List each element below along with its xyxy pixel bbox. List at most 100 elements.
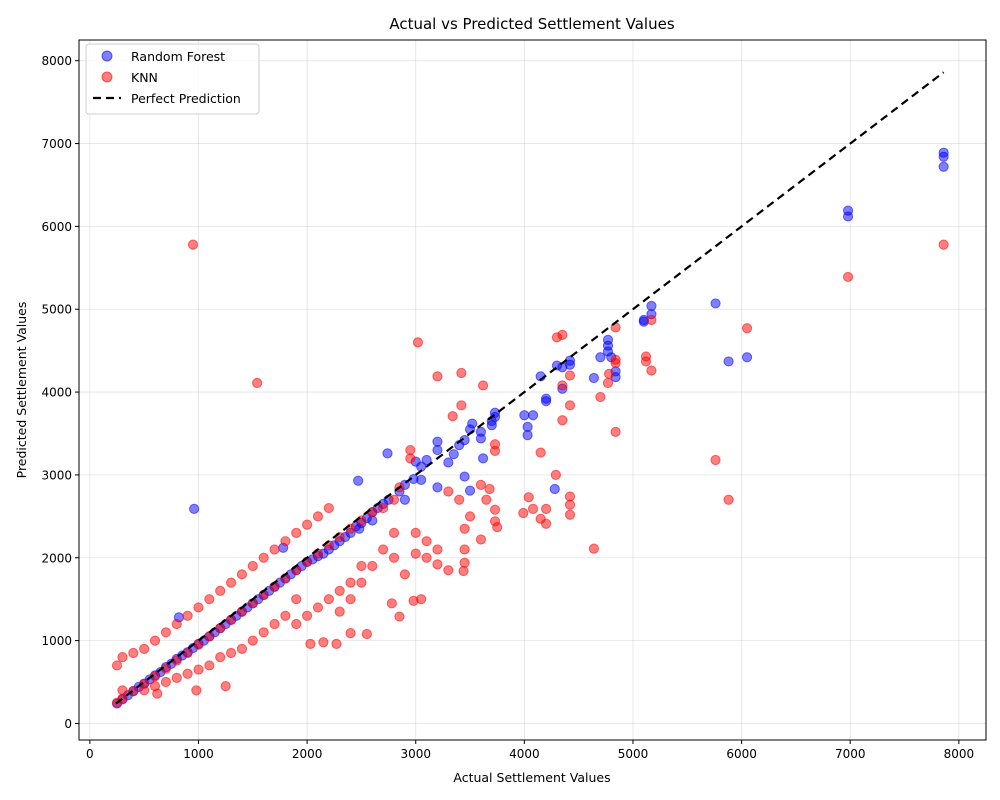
knn-point: [225, 577, 237, 588]
knn-point: [459, 557, 470, 568]
knn-point: [412, 337, 424, 348]
knn-point: [564, 509, 576, 520]
legend: Random Forest KNN Perfect Prediction: [85, 43, 260, 115]
knn-point: [408, 595, 419, 606]
random-forest-point: [723, 356, 734, 367]
knn-point: [252, 377, 263, 389]
knn-point: [640, 356, 652, 367]
knn-point: [204, 660, 215, 671]
random-forest-point: [710, 298, 721, 309]
knn-point: [269, 618, 280, 630]
knn-point: [432, 371, 443, 382]
legend-box: [85, 43, 260, 115]
random-forest-point: [382, 448, 393, 459]
knn-point: [193, 639, 204, 650]
knn-point: [291, 618, 302, 630]
knn-point: [410, 548, 421, 559]
gridlines: [79, 40, 986, 740]
y-tick-label: 2000: [41, 551, 72, 565]
knn-point: [535, 513, 546, 524]
knn-point: [540, 503, 552, 514]
knn-point: [710, 454, 721, 466]
knn-point: [193, 664, 204, 675]
y-tick-label: 6000: [41, 220, 72, 234]
random-forest-point: [741, 352, 753, 363]
knn-point: [128, 647, 139, 659]
x-tick-label: 5000: [618, 747, 649, 761]
knn-point: [378, 502, 389, 514]
knn-point: [723, 494, 734, 505]
random-forest-point: [464, 485, 476, 496]
knn-point: [564, 499, 576, 510]
x-tick-label: 7000: [835, 747, 866, 761]
knn-point: [280, 610, 291, 621]
knn-point: [610, 357, 621, 369]
knn-point: [171, 618, 182, 630]
knn-point: [603, 368, 615, 379]
knn-point: [367, 560, 378, 572]
knn-point: [334, 585, 345, 596]
x-tick-label: 3000: [400, 747, 431, 761]
knn-point: [456, 367, 467, 379]
knn-point: [160, 676, 171, 688]
random-forest-point: [448, 449, 459, 460]
knn-point: [204, 631, 215, 642]
random-forest-point: [353, 475, 364, 486]
knn-point: [258, 627, 269, 638]
knn-point: [117, 652, 128, 663]
random-forest-point: [399, 494, 410, 505]
knn-point: [421, 536, 432, 547]
random-forest-point: [522, 430, 533, 441]
knn-point: [405, 453, 416, 464]
knn-point: [187, 239, 199, 250]
y-tick-label: 5000: [41, 303, 72, 317]
knn-point: [247, 635, 258, 646]
knn-point: [302, 610, 313, 621]
y-axis-ticks: 0 1000 2000 3000 4000 5000 6000 7000 8000: [41, 54, 79, 731]
knn-point: [291, 527, 302, 538]
knn-point: [302, 519, 313, 530]
y-axis-label: Predicted Settlement Values: [14, 302, 29, 479]
knn-point: [938, 239, 949, 250]
legend-label-knn: KNN: [131, 70, 158, 85]
random-forest-point: [475, 433, 487, 444]
random-forest-point: [477, 453, 489, 464]
knn-point: [564, 370, 576, 381]
knn-point: [191, 685, 202, 696]
knn-point: [410, 527, 421, 538]
random-forest-point: [189, 503, 200, 514]
knn-point: [388, 527, 400, 538]
x-tick-label: 1000: [183, 747, 214, 761]
knn-point: [323, 594, 334, 605]
knn-point: [646, 365, 657, 376]
knn-point: [139, 685, 150, 696]
knn-point: [459, 523, 470, 534]
knn-point: [160, 627, 171, 638]
knn-point: [128, 686, 139, 697]
knn-point: [557, 380, 568, 391]
knn-point: [484, 483, 495, 495]
y-tick-label: 3000: [41, 468, 72, 482]
x-tick-label: 8000: [944, 747, 975, 761]
knn-point: [595, 391, 606, 403]
knn-point: [171, 672, 182, 683]
y-tick-label: 0: [64, 717, 72, 731]
random-forest-point: [519, 410, 530, 421]
knn-point: [291, 594, 302, 605]
knn-point: [456, 400, 467, 411]
x-axis-label: Actual Settlement Values: [453, 770, 610, 785]
knn-point: [459, 544, 470, 555]
knn-point: [458, 565, 469, 577]
knn-point: [323, 502, 334, 514]
knn-point: [345, 594, 356, 605]
knn-point: [443, 486, 454, 497]
x-tick-label: 0: [86, 747, 94, 761]
knn-point: [345, 628, 356, 639]
random-forest-point: [459, 471, 470, 482]
knn-point: [492, 522, 503, 533]
knn-point: [345, 577, 356, 588]
knn-point: [215, 585, 226, 596]
knn-point: [741, 323, 753, 334]
knn-point: [447, 410, 458, 422]
knn-point: [489, 504, 501, 515]
